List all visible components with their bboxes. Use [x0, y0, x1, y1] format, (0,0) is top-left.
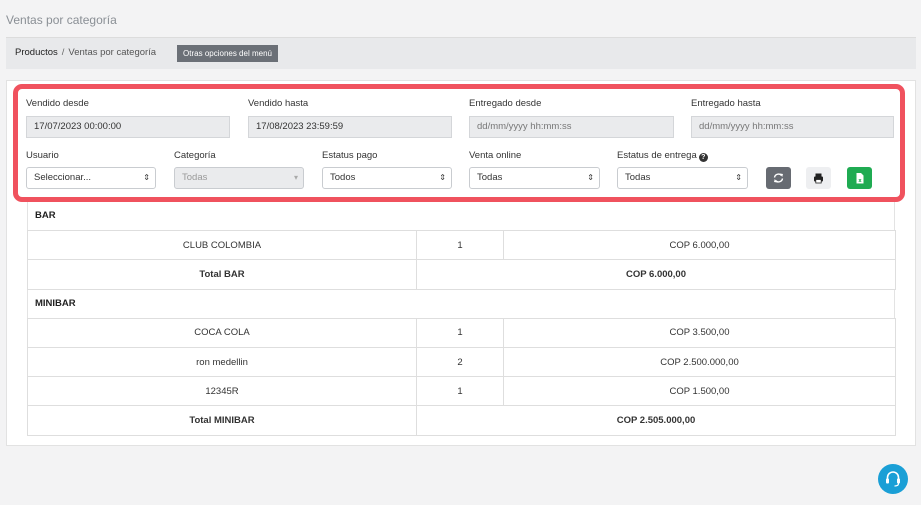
total-label: Total BAR	[27, 259, 417, 290]
select-arrows-icon: ⇕	[587, 173, 594, 182]
select-arrows-icon: ⇕	[143, 173, 150, 182]
venta-online-select[interactable]: Todas ⇕	[469, 167, 600, 189]
entregado-hasta-field[interactable]: dd/mm/yyyy hh:mm:ss	[691, 116, 894, 138]
category-table: CLUB COLOMBIA 1 COP 6.000,00 Total BAR C…	[27, 229, 896, 290]
print-button[interactable]	[806, 167, 831, 189]
chat-support-button[interactable]	[878, 464, 908, 494]
chevron-down-icon: ▾	[293, 173, 298, 182]
estatus-entrega-select[interactable]: Todas ⇕	[617, 167, 748, 189]
product-amount: COP 6.000,00	[503, 229, 896, 261]
breadcrumb-bar: Productos / Ventas por categoría Otras opc…	[6, 37, 916, 69]
table-row: 12345R 1 COP 1.500,00	[27, 376, 896, 407]
estatus-entrega-select-value: Todas	[625, 172, 651, 183]
usuario-select[interactable]: Seleccionar... ⇕	[26, 167, 156, 189]
page-title: Ventas por categoría	[6, 13, 117, 27]
total-label: Total MINIBAR	[27, 405, 417, 436]
vendido-desde-field[interactable]: 17/07/2023 00:00:00	[26, 116, 230, 138]
categoria-label: Categoría	[174, 150, 216, 161]
breadcrumb-item-productos[interactable]: Productos	[15, 47, 58, 58]
categoria-select: Todas ▾	[174, 167, 304, 189]
category-title: BAR	[27, 202, 895, 230]
product-quantity: 1	[416, 376, 504, 407]
chat-support-icon	[886, 471, 900, 487]
venta-online-select-value: Todas	[477, 172, 503, 183]
refresh-icon	[773, 173, 784, 183]
filters-panel: Vendido desde Vendido hasta Entregado de…	[13, 84, 905, 202]
product-name: 12345R	[27, 376, 417, 407]
sales-report: BAR CLUB COLOMBIA 1 COP 6.000,00 Total B…	[27, 202, 896, 436]
entregado-hasta-label: Entregado hasta	[691, 98, 761, 109]
product-amount: COP 2.500.000,00	[503, 346, 896, 378]
breadcrumb-separator: /	[61, 47, 65, 58]
estatus-pago-label: Estatus pago	[322, 150, 378, 161]
category-table: COCA COLA 1 COP 3.500,00 ron medellin 2 …	[27, 317, 896, 436]
other-menu-options-button[interactable]: Otras opciones del menú	[177, 45, 278, 62]
table-row: ron medellin 2 COP 2.500.000,00	[27, 346, 896, 378]
estatus-pago-select-value: Todos	[330, 172, 356, 183]
product-amount: COP 1.500,00	[503, 376, 896, 407]
select-arrows-icon: ⇕	[735, 173, 742, 182]
total-amount: COP 6.000,00	[416, 259, 896, 290]
estatus-entrega-label-text: Estatus de entrega	[617, 150, 697, 161]
product-name: ron medellin	[27, 346, 417, 378]
total-row: Total MINIBAR COP 2.505.000,00	[27, 405, 896, 436]
product-quantity: 2	[416, 346, 504, 378]
product-amount: COP 3.500,00	[503, 317, 896, 348]
select-arrows-icon: ⇕	[439, 173, 446, 182]
breadcrumb: Productos / Ventas por categoría	[15, 47, 156, 58]
vendido-desde-label: Vendido desde	[26, 98, 89, 109]
total-amount: COP 2.505.000,00	[416, 405, 896, 436]
export-excel-button[interactable]: x	[847, 167, 872, 189]
vendido-hasta-field[interactable]: 17/08/2023 23:59:59	[248, 116, 452, 138]
table-row: COCA COLA 1 COP 3.500,00	[27, 317, 896, 348]
product-quantity: 1	[416, 317, 504, 348]
category-title: MINIBAR	[27, 289, 895, 318]
usuario-label: Usuario	[26, 150, 59, 161]
breadcrumb-item-current: Ventas por categoría	[68, 47, 157, 58]
refresh-button[interactable]	[766, 167, 791, 189]
product-name: CLUB COLOMBIA	[27, 229, 417, 261]
product-name: COCA COLA	[27, 317, 417, 348]
categoria-select-value: Todas	[182, 172, 208, 183]
print-icon	[814, 173, 823, 184]
vendido-hasta-label: Vendido hasta	[248, 98, 309, 109]
usuario-select-value: Seleccionar...	[34, 172, 92, 183]
venta-online-label: Venta online	[469, 150, 522, 161]
total-row: Total BAR COP 6.000,00	[27, 259, 896, 290]
estatus-entrega-label: Estatus de entrega?	[617, 150, 708, 162]
entregado-desde-field[interactable]: dd/mm/yyyy hh:mm:ss	[469, 116, 674, 138]
entregado-desde-label: Entregado desde	[469, 98, 542, 109]
estatus-pago-select[interactable]: Todos ⇕	[322, 167, 452, 189]
table-row: CLUB COLOMBIA 1 COP 6.000,00	[27, 229, 896, 261]
product-quantity: 1	[416, 229, 504, 261]
excel-icon: x	[856, 173, 864, 184]
svg-text:x: x	[858, 178, 862, 184]
help-icon[interactable]: ?	[698, 153, 708, 162]
